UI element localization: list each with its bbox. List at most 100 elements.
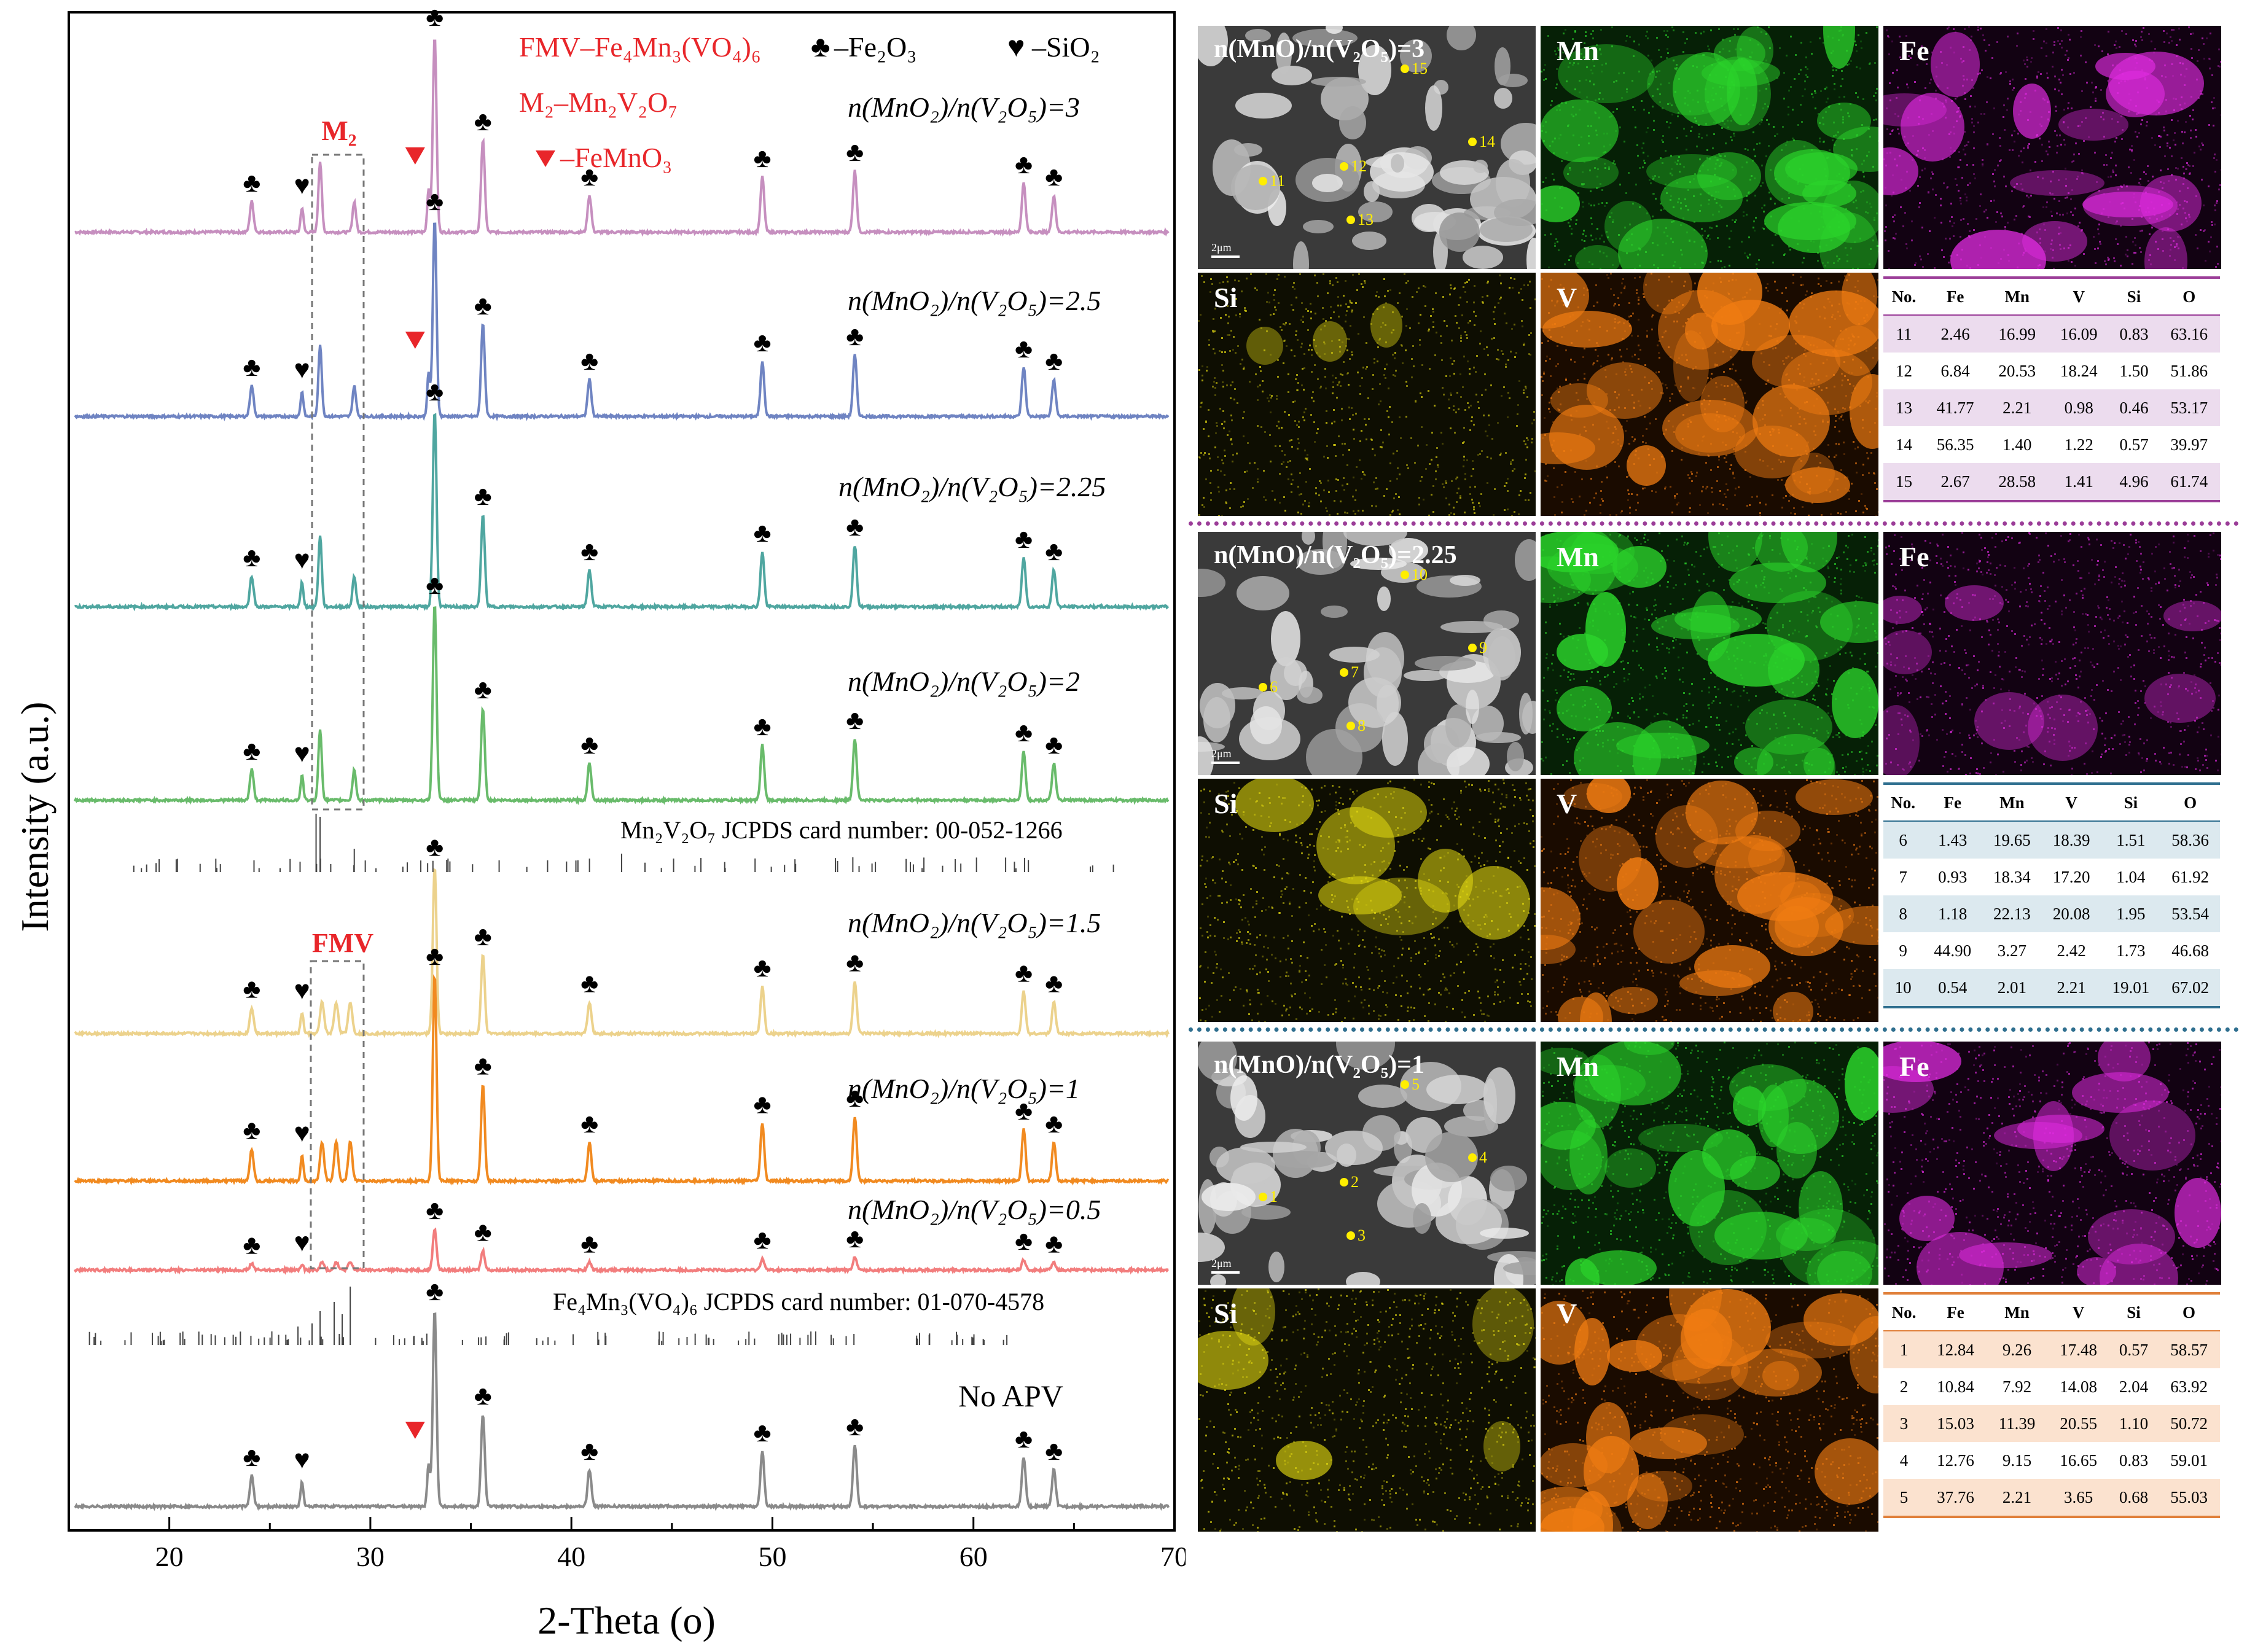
map-speckle xyxy=(1474,512,1475,514)
map-speckle xyxy=(1584,426,1585,428)
map-speckle xyxy=(1898,133,1900,134)
map-speckle xyxy=(1589,646,1591,648)
map-speckle xyxy=(1293,282,1295,284)
map-speckle xyxy=(1781,415,1783,416)
map-speckle xyxy=(1821,717,1823,719)
map-blob xyxy=(1850,374,1878,449)
map-speckle xyxy=(2174,132,2176,134)
map-speckle xyxy=(1801,121,1803,123)
map-speckle xyxy=(1789,620,1791,622)
map-speckle xyxy=(1984,236,1986,238)
map-speckle xyxy=(1813,596,1815,598)
map-speckle xyxy=(1735,488,1737,489)
map-speckle xyxy=(1841,415,1843,416)
map-speckle xyxy=(1613,686,1615,688)
map-speckle xyxy=(1639,774,1641,775)
map-speckle xyxy=(1748,191,1750,193)
map-speckle xyxy=(1795,54,1797,56)
map-speckle xyxy=(1374,358,1375,360)
map-blob xyxy=(2144,227,2187,269)
map-speckle xyxy=(1827,679,1829,680)
map-speckle xyxy=(1617,748,1619,750)
map-speckle xyxy=(1609,534,1611,536)
map-speckle xyxy=(1385,377,1386,379)
map-speckle xyxy=(1764,414,1766,416)
map-speckle xyxy=(1358,510,1359,512)
map-speckle xyxy=(1201,275,1203,277)
map-speckle xyxy=(1307,310,1309,312)
map-speckle xyxy=(1342,485,1343,486)
map-speckle xyxy=(1302,321,1304,323)
fe2o3-marker: ♣ xyxy=(243,736,260,766)
map-speckle xyxy=(1298,442,1300,444)
map-speckle xyxy=(1259,384,1261,386)
map-speckle xyxy=(1600,29,1602,31)
eds-point-dot xyxy=(1346,721,1355,730)
map-speckle xyxy=(2116,220,2118,222)
map-speckle xyxy=(1649,464,1651,466)
map-speckle xyxy=(2139,247,2141,249)
map-speckle xyxy=(1559,206,1561,208)
map-speckle xyxy=(1600,646,1602,648)
map-speckle xyxy=(1397,302,1399,304)
map-speckle xyxy=(1573,673,1574,675)
map-speckle xyxy=(1249,462,1251,464)
map-speckle xyxy=(2131,150,2133,152)
map-speckle xyxy=(1469,368,1471,370)
map-speckle xyxy=(1617,752,1619,754)
map-speckle xyxy=(1792,282,1794,284)
map-speckle xyxy=(2209,58,2211,60)
map-speckle xyxy=(1389,462,1391,464)
map-speckle xyxy=(1963,46,1964,48)
map-speckle xyxy=(1307,457,1308,459)
map-speckle xyxy=(1350,325,1351,327)
map-speckle xyxy=(1805,66,1807,68)
map-speckle xyxy=(2175,98,2177,100)
map-speckle xyxy=(1678,657,1679,658)
map-speckle xyxy=(1490,384,1492,386)
map-speckle xyxy=(1295,330,1297,332)
map-speckle xyxy=(1875,632,1877,634)
map-speckle xyxy=(1695,120,1697,122)
map-speckle xyxy=(2176,245,2178,247)
sem-particle xyxy=(1311,77,1366,87)
map-speckle xyxy=(1759,502,1761,504)
map-speckle xyxy=(1633,745,1635,747)
map-speckle xyxy=(1782,126,1784,128)
map-speckle xyxy=(1327,457,1329,459)
map-speckle xyxy=(1768,26,1770,28)
map-speckle xyxy=(1399,416,1401,418)
map-speckle xyxy=(1826,652,1827,654)
map-speckle xyxy=(1305,481,1307,483)
map-speckle xyxy=(2133,252,2135,254)
map-speckle xyxy=(1222,410,1224,412)
map-speckle xyxy=(2190,130,2192,131)
map-speckle xyxy=(1854,41,1856,42)
map-speckle xyxy=(1230,384,1232,386)
map-speckle xyxy=(1731,81,1733,83)
map-speckle xyxy=(1349,358,1351,360)
map-speckle xyxy=(1661,456,1663,458)
map-speckle xyxy=(1805,74,1807,76)
map-speckle xyxy=(1671,512,1673,513)
map-speckle xyxy=(1202,504,1203,506)
map-speckle xyxy=(1754,230,1756,232)
map-speckle xyxy=(1598,438,1600,440)
map-speckle xyxy=(2065,197,2066,199)
map-speckle xyxy=(1230,415,1232,416)
map-speckle xyxy=(2033,38,2034,40)
map-speckle xyxy=(2006,109,2008,111)
map-speckle xyxy=(1317,378,1319,380)
map-speckle xyxy=(1291,304,1292,306)
map-speckle xyxy=(1869,687,1870,689)
map-speckle xyxy=(1945,117,1947,119)
map-speckle xyxy=(1806,445,1808,447)
map-speckle xyxy=(1894,214,1896,216)
map-speckle xyxy=(1638,716,1639,718)
map-speckle xyxy=(1324,376,1326,378)
map-speckle xyxy=(1729,627,1730,629)
map-speckle xyxy=(1934,267,1936,269)
map-speckle xyxy=(1796,548,1798,550)
map-speckle xyxy=(1378,403,1380,405)
map-speckle xyxy=(1893,237,1894,239)
